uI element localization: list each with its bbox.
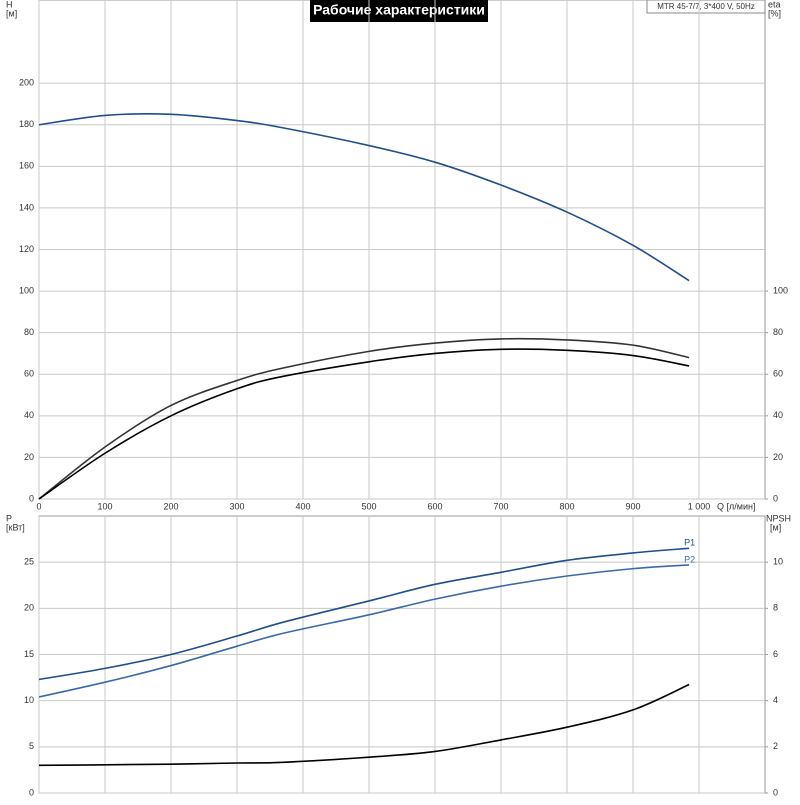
curve bbox=[38, 547, 690, 681]
y-tick-label: 0 bbox=[29, 787, 34, 797]
y2-tick-label: 2 bbox=[773, 741, 778, 751]
chart-title: Рабочие характеристики bbox=[313, 2, 485, 18]
curve bbox=[38, 348, 690, 500]
y-tick-label: 180 bbox=[19, 119, 34, 129]
y-tick-label: 200 bbox=[19, 78, 34, 88]
y2-tick-label: 80 bbox=[773, 327, 783, 337]
x-tick-label: 800 bbox=[559, 501, 574, 511]
y-tick-label: 20 bbox=[24, 452, 34, 462]
y2-tick-label: 4 bbox=[773, 695, 778, 705]
curve-label: P2 bbox=[684, 554, 695, 564]
y2-tick-label: 40 bbox=[773, 410, 783, 420]
y2-tick-label: 0 bbox=[773, 787, 778, 797]
y-axis-label: P bbox=[6, 513, 12, 523]
y-tick-label: 60 bbox=[24, 369, 34, 379]
y-tick-label: 25 bbox=[24, 557, 34, 567]
x-tick-label: 100 bbox=[97, 501, 112, 511]
x-tick-label: 200 bbox=[163, 501, 178, 511]
x-tick-label: 400 bbox=[295, 501, 310, 511]
y2-axis-unit: [м] bbox=[770, 522, 781, 532]
x-axis-label: Q [л/мин] bbox=[717, 501, 755, 511]
curve bbox=[38, 113, 690, 282]
x-tick-label: 700 bbox=[493, 501, 508, 511]
y2-axis-label: NPSH bbox=[766, 513, 791, 523]
x-tick-label: 500 bbox=[361, 501, 376, 511]
y-tick-label: 20 bbox=[24, 603, 34, 613]
y-tick-label: 80 bbox=[24, 327, 34, 337]
x-tick-label: 0 bbox=[36, 501, 41, 511]
y2-axis-unit: [%] bbox=[768, 8, 781, 18]
y2-tick-label: 100 bbox=[773, 285, 788, 295]
y-tick-label: 5 bbox=[29, 741, 34, 751]
y-tick-label: 160 bbox=[19, 161, 34, 171]
x-tick-label: 900 bbox=[625, 501, 640, 511]
y-tick-label: 120 bbox=[19, 244, 34, 254]
y2-axis-label: eta bbox=[768, 0, 781, 9]
x-tick-label: 1 000 bbox=[688, 501, 711, 511]
y-tick-label: 0 bbox=[29, 493, 34, 503]
y2-tick-label: 8 bbox=[773, 603, 778, 613]
y-axis-label: H bbox=[6, 0, 13, 9]
curve bbox=[38, 564, 690, 698]
model-box bbox=[646, 0, 766, 14]
curve-label: P1 bbox=[684, 538, 695, 548]
y2-tick-label: 60 bbox=[773, 369, 783, 379]
y2-tick-label: 10 bbox=[773, 557, 783, 567]
x-tick-label: 300 bbox=[229, 501, 244, 511]
y-axis-unit: [кВт] bbox=[6, 522, 25, 532]
curve bbox=[38, 683, 690, 767]
y-tick-label: 40 bbox=[24, 410, 34, 420]
x-tick-label: 600 bbox=[427, 501, 442, 511]
y-tick-label: 100 bbox=[19, 285, 34, 295]
y-tick-label: 15 bbox=[24, 649, 34, 659]
y2-tick-label: 0 bbox=[773, 493, 778, 503]
y2-tick-label: 20 bbox=[773, 452, 783, 462]
curve bbox=[38, 337, 690, 500]
y-tick-label: 10 bbox=[24, 695, 34, 705]
y2-tick-label: 6 bbox=[773, 649, 778, 659]
title-box bbox=[310, 0, 488, 22]
model-label: MTR 45-7/7, 3*400 V, 50Hz bbox=[657, 2, 755, 11]
y-tick-label: 140 bbox=[19, 202, 34, 212]
y-axis-unit: [м] bbox=[6, 8, 17, 18]
